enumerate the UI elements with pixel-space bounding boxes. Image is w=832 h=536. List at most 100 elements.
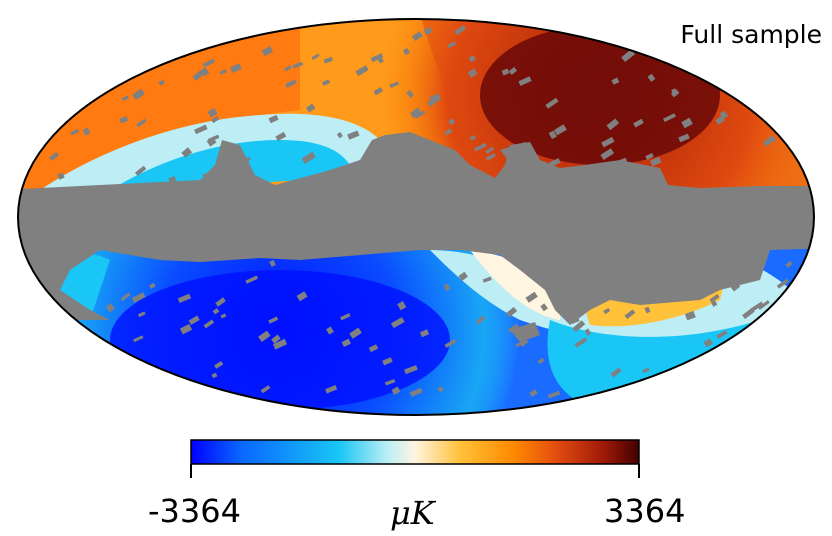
point-source-mask [202, 172, 208, 179]
point-source-mask [427, 95, 441, 107]
point-source-mask [611, 77, 620, 85]
point-source-mask [220, 313, 227, 319]
point-source-mask [325, 385, 338, 394]
point-source-mask [684, 310, 696, 321]
point-source-mask [454, 25, 467, 36]
point-source-mask [475, 315, 486, 325]
point-source-mask [469, 135, 477, 141]
point-source-mask [537, 357, 545, 365]
point-source-mask [575, 289, 588, 300]
point-source-mask [271, 334, 281, 344]
point-source-mask [200, 67, 210, 77]
point-source-mask [311, 53, 320, 61]
point-source-mask [340, 313, 351, 321]
point-source-mask [368, 344, 379, 353]
point-source-mask [554, 296, 568, 307]
point-source-mask [133, 335, 144, 343]
point-source-mask [370, 53, 384, 63]
point-source-mask [474, 142, 487, 152]
point-source-mask [419, 329, 430, 338]
point-source-mask [296, 291, 308, 302]
point-source-mask [384, 378, 396, 386]
point-source-mask [506, 306, 518, 318]
point-source-mask [120, 292, 131, 302]
point-source-mask [82, 127, 91, 136]
point-source-mask [645, 152, 654, 160]
point-source-mask [758, 300, 770, 310]
point-source-mask [508, 67, 518, 75]
point-source-mask [211, 115, 220, 124]
colorbar-max-label: 3364 [604, 492, 686, 530]
point-source-mask [711, 300, 718, 307]
cold-spot-core [110, 270, 450, 410]
point-source-mask [194, 124, 208, 135]
point-source-mask [624, 309, 636, 320]
point-source-mask [275, 131, 287, 142]
point-source-mask [574, 337, 588, 348]
point-source-mask [437, 386, 444, 393]
point-source-mask [131, 292, 146, 303]
point-source-mask [445, 161, 458, 171]
point-source-mask [716, 330, 728, 339]
point-source-mask [70, 128, 80, 136]
point-source-mask [501, 68, 510, 76]
point-source-mask [642, 367, 650, 373]
point-source-mask [601, 136, 615, 148]
colorbar [190, 439, 640, 478]
mask-patch [500, 142, 540, 175]
point-source-mask [168, 176, 177, 184]
point-source-mask [272, 338, 288, 350]
point-source-mask [467, 68, 478, 78]
point-source-mask [363, 173, 370, 179]
point-source-mask [284, 65, 292, 72]
point-source-mask [409, 387, 423, 397]
point-source-mask [323, 56, 334, 64]
point-source-mask [121, 95, 130, 102]
point-source-mask [397, 300, 407, 311]
point-source-mask [572, 320, 586, 333]
point-source-mask [447, 41, 457, 49]
point-source-mask [219, 69, 228, 75]
point-source-mask [192, 69, 205, 81]
point-source-masks [49, 25, 793, 399]
point-source-mask [57, 172, 65, 180]
point-source-mask [482, 276, 492, 283]
point-source-mask [458, 271, 468, 281]
point-source-mask [606, 118, 620, 131]
point-source-mask [236, 161, 244, 170]
point-source-mask [336, 132, 343, 139]
point-source-mask [750, 301, 764, 312]
point-source-mask [268, 316, 279, 324]
point-source-mask [355, 65, 369, 77]
sky-map [18, 19, 814, 415]
north-west-warm-region [20, 25, 300, 190]
point-source-mask [540, 303, 548, 312]
mask-patch [590, 262, 640, 292]
point-source-mask [245, 275, 259, 284]
point-source-mask [391, 386, 401, 396]
point-source-mask [269, 259, 276, 267]
point-source-mask [301, 151, 316, 164]
point-source-mask [518, 76, 532, 87]
point-source-mask [700, 275, 706, 280]
point-source-mask [584, 328, 592, 336]
point-source-mask [179, 323, 193, 335]
point-source-mask [429, 163, 437, 170]
point-source-mask [650, 156, 662, 167]
point-source-mask [468, 55, 476, 63]
point-source-mask [742, 307, 755, 320]
point-source-mask [243, 156, 251, 164]
point-source-mask [610, 367, 622, 378]
point-source-mask [202, 58, 215, 68]
point-source-mask [633, 118, 644, 128]
point-source-mask [404, 365, 418, 375]
point-source-mask [545, 97, 559, 109]
point-source-mask [137, 311, 146, 318]
point-source-mask [76, 305, 87, 315]
point-source-mask [589, 291, 603, 300]
point-source-mask [607, 267, 617, 275]
point-source-mask [448, 118, 456, 126]
map-label: Full sample [680, 20, 822, 49]
point-source-mask [423, 27, 433, 35]
